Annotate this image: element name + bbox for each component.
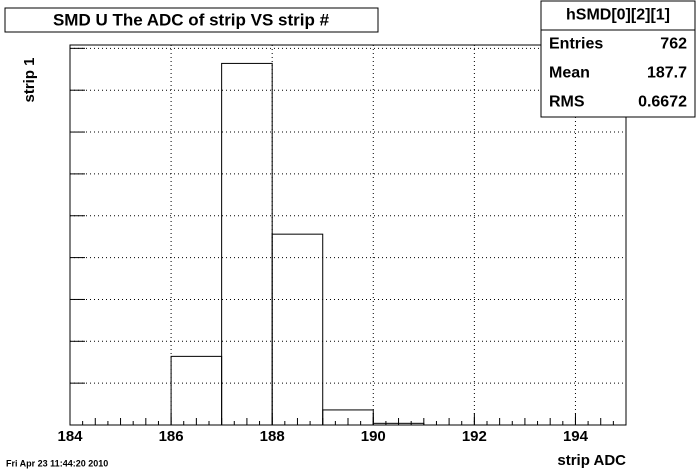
x-tick-label: 194 (563, 428, 589, 445)
histogram-bar (372, 422, 425, 426)
x-tick-label: 188 (260, 428, 285, 445)
histogram-bar (271, 233, 324, 426)
x-tick-label: 192 (462, 428, 487, 445)
x-tick-label: 186 (159, 428, 184, 445)
stats-label: Entries (549, 36, 603, 53)
stats-box (540, 0, 696, 118)
x-axis-label: strip ADC (557, 452, 626, 469)
stats-value: 0.6672 (638, 94, 687, 111)
chart-title: SMD U The ADC of strip VS strip # (53, 10, 330, 29)
timestamp: Fri Apr 23 11:44:20 2010 (6, 458, 108, 468)
stats-label: Mean (549, 65, 590, 82)
stats-label: RMS (549, 94, 585, 111)
title-box (4, 7, 379, 33)
stats-value: 762 (660, 36, 687, 53)
x-tick-label: 184 (57, 428, 83, 445)
histogram-bar (322, 409, 374, 426)
x-tick-label: 190 (361, 428, 386, 445)
stats-name: hSMD[0][2][1] (566, 7, 670, 24)
stats-value: 187.7 (647, 65, 687, 82)
plot-frame (69, 44, 627, 426)
y-axis-label: strip 1 (21, 57, 38, 102)
